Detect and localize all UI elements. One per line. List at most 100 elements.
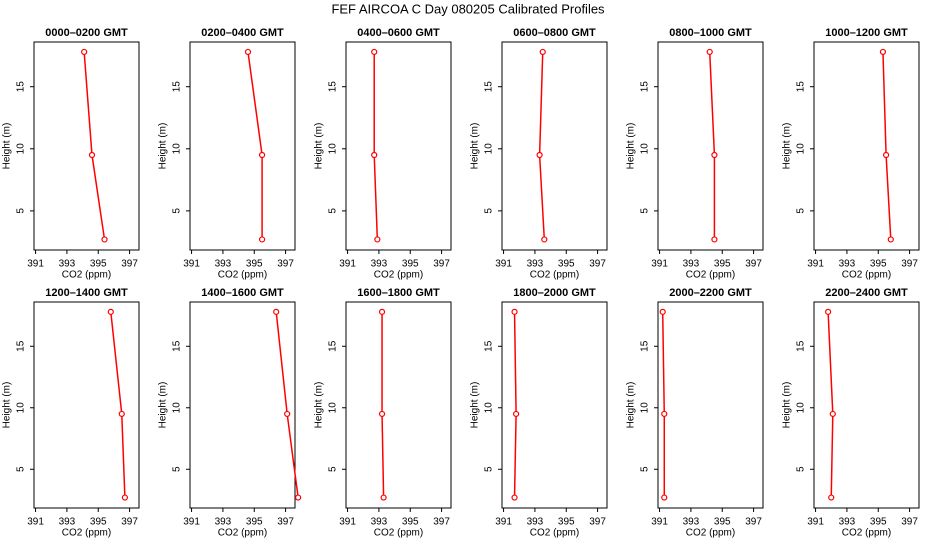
y-tick-label: 15 (16, 81, 27, 93)
x-tick-label: 397 (589, 259, 606, 270)
y-tick-label: 10 (796, 143, 807, 155)
x-tick-label: 395 (870, 517, 887, 528)
x-tick-label: 395 (558, 259, 575, 270)
x-axis-label: CO2 (ppm) (530, 270, 579, 281)
y-tick-label: 15 (328, 340, 339, 352)
data-point (273, 308, 280, 315)
x-axis-label: CO2 (ppm) (686, 528, 735, 539)
data-point (511, 494, 518, 501)
x-tick-label: 393 (371, 259, 388, 270)
plot-frame (189, 41, 296, 251)
plot-frame (813, 41, 920, 251)
x-tick-label: 391 (27, 517, 44, 528)
y-tick-label: 5 (328, 208, 339, 214)
x-tick-label: 397 (277, 259, 294, 270)
x-axis-label: CO2 (ppm) (218, 528, 267, 539)
x-tick-label: 393 (839, 517, 856, 528)
x-axis-label: CO2 (ppm) (62, 528, 111, 539)
x-axis-label: CO2 (ppm) (686, 270, 735, 281)
data-point (541, 236, 548, 243)
data-point (81, 48, 88, 56)
x-tick-label: 393 (59, 259, 76, 270)
data-point (882, 151, 890, 159)
y-tick-label: 5 (796, 208, 807, 214)
y-axis-label: Height (m) (314, 382, 325, 429)
y-axis-label: Height (m) (158, 382, 169, 429)
x-tick-label: 393 (839, 259, 856, 270)
profile-line (247, 51, 263, 240)
y-axis-label: Height (m) (158, 123, 169, 170)
data-point (244, 48, 252, 56)
y-axis-label: Height (m) (2, 382, 13, 429)
profile-line (381, 311, 385, 498)
profile-line (538, 51, 546, 240)
plot-frame (501, 41, 608, 251)
y-tick-label: 15 (640, 81, 651, 93)
plot-frame (813, 301, 920, 509)
data-point (511, 308, 518, 315)
x-tick-label: 397 (901, 259, 918, 270)
x-tick-label: 393 (215, 517, 232, 528)
y-tick-label: 15 (328, 81, 339, 93)
x-tick-label: 391 (495, 259, 512, 270)
x-tick-label: 395 (90, 517, 107, 528)
panel-title: 0000–0200 GMT (45, 27, 128, 39)
x-tick-label: 397 (433, 517, 450, 528)
data-point (374, 236, 381, 243)
y-tick-label: 5 (172, 466, 183, 472)
x-tick-label: 395 (402, 259, 419, 270)
x-tick-label: 393 (371, 517, 388, 528)
x-tick-label: 395 (246, 517, 263, 528)
plot-frame (345, 301, 452, 509)
x-tick-label: 391 (807, 517, 824, 528)
y-tick-label: 10 (172, 143, 183, 155)
profile-line (827, 311, 834, 498)
profile-line (661, 311, 666, 498)
data-point (295, 494, 302, 501)
x-tick-label: 395 (870, 259, 887, 270)
data-point (661, 494, 668, 501)
x-tick-label: 397 (745, 259, 762, 270)
data-point (887, 236, 894, 243)
panel-title: 0600–0800 GMT (513, 27, 596, 39)
x-tick-label: 397 (121, 259, 138, 270)
data-point (371, 151, 378, 159)
panel-title: 2200–2400 GMT (825, 287, 908, 299)
x-tick-label: 393 (527, 259, 544, 270)
data-point (88, 151, 96, 159)
data-point (659, 308, 666, 315)
y-tick-label: 10 (640, 402, 651, 414)
y-axis-label: Height (m) (782, 382, 793, 429)
panel-title: 1800–2000 GMT (513, 287, 596, 299)
data-point (258, 236, 266, 243)
x-tick-label: 391 (27, 259, 44, 270)
x-tick-label: 391 (495, 517, 512, 528)
data-point (829, 410, 836, 418)
x-axis-label: CO2 (ppm) (842, 270, 891, 281)
y-tick-label: 15 (172, 81, 183, 93)
data-point (121, 494, 128, 501)
y-tick-label: 5 (16, 466, 27, 472)
panel-title: 1000–1200 GMT (825, 27, 908, 39)
data-point (536, 151, 543, 159)
y-axis-label: Height (m) (314, 123, 325, 170)
y-tick-label: 10 (328, 402, 339, 414)
x-tick-label: 395 (402, 517, 419, 528)
x-axis-label: CO2 (ppm) (374, 528, 423, 539)
y-tick-label: 15 (484, 340, 495, 352)
x-tick-label: 391 (339, 259, 356, 270)
x-tick-label: 393 (59, 517, 76, 528)
y-tick-label: 5 (328, 466, 339, 472)
y-tick-label: 10 (484, 402, 495, 414)
plot-frame (657, 301, 764, 509)
y-tick-label: 10 (16, 143, 27, 155)
data-point (539, 48, 546, 56)
data-point (378, 410, 386, 418)
x-tick-label: 397 (901, 517, 918, 528)
x-tick-label: 393 (215, 259, 232, 270)
data-point (378, 308, 386, 315)
plot-frame (33, 41, 140, 251)
x-tick-label: 395 (714, 517, 731, 528)
data-point (101, 236, 108, 243)
profile-line (110, 311, 126, 498)
